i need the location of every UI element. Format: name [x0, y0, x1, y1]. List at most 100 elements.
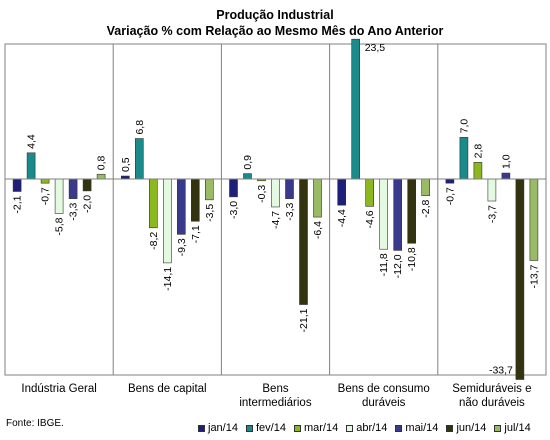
legend-item: jan/14 [198, 422, 238, 434]
legend-label: mar/14 [303, 422, 339, 434]
chart-subtitle: Variação % com Relação ao Mesmo Mês do A… [106, 24, 444, 38]
bar [96, 173, 106, 180]
data-label: -0,7 [40, 187, 52, 205]
category-label: Bens intermediários [221, 382, 329, 410]
category-label-line: não duráveis [458, 397, 525, 409]
legend-swatch [293, 424, 301, 432]
data-label: -10,8 [406, 247, 418, 271]
legend-item: mai/14 [395, 422, 438, 434]
legend-label: fev/14 [255, 422, 286, 434]
legend-item: mar/14 [293, 422, 339, 434]
data-label: 7,0 [458, 119, 470, 134]
data-label: -0,3 [256, 185, 268, 203]
data-label: -14,1 [162, 267, 174, 291]
category-label: Indústria Geral [5, 382, 113, 396]
data-label: -11,8 [378, 253, 390, 276]
legend-label: jun/14 [456, 422, 487, 434]
bar [26, 152, 36, 180]
data-label: -0,7 [444, 187, 456, 205]
legend-label: jan/14 [208, 422, 238, 434]
legend-swatch [346, 424, 354, 432]
bar [379, 178, 389, 250]
bar [82, 178, 92, 192]
data-label: 6,8 [134, 120, 146, 135]
category-label-line: duráveis [361, 397, 406, 409]
bar [40, 178, 50, 184]
data-label: 0,5 [120, 157, 132, 172]
data-label: -4,6 [364, 210, 376, 228]
data-label: 23,5 [365, 42, 386, 54]
data-label: -3,5 [204, 204, 216, 222]
bar [205, 178, 214, 201]
bar [473, 162, 483, 180]
data-label: -3,7 [486, 205, 498, 223]
data-label: -7,1 [190, 225, 202, 243]
bar [285, 178, 294, 199]
legend-item: abr/14 [346, 422, 387, 434]
bar [149, 178, 158, 229]
legend-swatch [198, 424, 205, 432]
legend-swatch [446, 424, 454, 432]
category-label-line: intermediários [239, 397, 312, 409]
bar [445, 178, 455, 184]
legend: jan/14 fev/14 mar/14 abr/14 mai/14 jun/14 jul/… [198, 421, 539, 435]
bar [529, 178, 539, 261]
legend-item: jun/14 [446, 422, 486, 434]
legend-label: mai/14 [405, 422, 439, 434]
bar [515, 178, 525, 380]
category-label-line: Bens [262, 383, 289, 395]
bar [271, 178, 280, 208]
chart-title: Produção Industrial [216, 8, 334, 22]
data-label: 2,8 [472, 144, 484, 159]
bar [135, 138, 144, 180]
category-label: Bens de capital [113, 382, 221, 396]
bar [365, 178, 375, 207]
legend-item: fev/14 [245, 422, 286, 434]
plot-frame [4, 43, 547, 376]
data-label: -6,4 [312, 221, 324, 239]
bar [487, 178, 497, 202]
data-label: -4,7 [270, 211, 282, 229]
legend-swatch [245, 424, 253, 432]
bar [351, 38, 361, 180]
legend-item: jul/14 [494, 422, 531, 434]
bar [12, 178, 22, 192]
bar [229, 178, 238, 198]
category-label-line: Indústria Geral [21, 383, 97, 395]
legend-label: abr/14 [356, 422, 388, 434]
bar [459, 137, 469, 180]
data-label: 0,9 [242, 155, 254, 170]
category-label: Bens de consumo duráveis [330, 382, 438, 410]
bar [421, 178, 431, 196]
legend-label: jul/14 [504, 422, 531, 434]
data-label: -9,3 [176, 238, 188, 256]
data-label: -33,7 [489, 365, 513, 377]
bar [501, 172, 511, 180]
category-label-line: Semiduráveis e [452, 383, 532, 395]
bar [54, 178, 64, 214]
data-label: -21,1 [298, 308, 310, 332]
data-label: -12,0 [392, 254, 404, 278]
data-label: -3,0 [228, 201, 240, 219]
data-label: 0,8 [96, 155, 108, 170]
category-label-line: Bens de consumo [337, 383, 430, 395]
bar [68, 178, 78, 199]
bar [337, 178, 347, 206]
bar [299, 178, 308, 305]
bar [243, 173, 252, 180]
legend-swatch [494, 424, 502, 432]
data-label: -4,4 [336, 209, 348, 227]
data-label: -8,2 [148, 232, 160, 250]
data-label: 1,0 [500, 154, 512, 169]
legend-swatch [395, 424, 403, 432]
data-label: -13,7 [528, 264, 540, 288]
data-label: -2,8 [420, 200, 432, 218]
category-label: Semiduráveis e não duráveis [438, 382, 546, 410]
source-note: Fonte: IBGE. [6, 418, 64, 429]
category-label-line: Bens de capital [127, 383, 207, 395]
data-label: -2,0 [82, 195, 94, 213]
data-label: 4,4 [26, 134, 38, 149]
bar [177, 178, 186, 235]
bar [313, 178, 322, 218]
